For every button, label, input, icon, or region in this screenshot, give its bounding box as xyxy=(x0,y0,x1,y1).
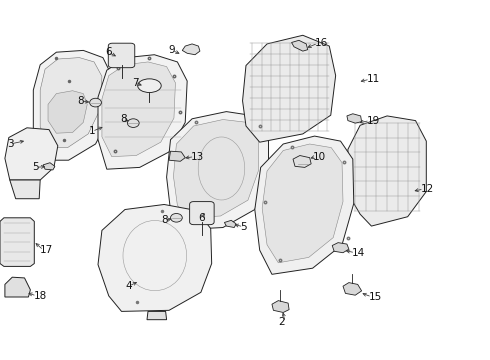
Text: 18: 18 xyxy=(33,291,47,301)
Text: 15: 15 xyxy=(368,292,382,302)
Polygon shape xyxy=(262,144,343,263)
Text: 3: 3 xyxy=(7,139,14,149)
Text: 6: 6 xyxy=(105,47,112,57)
Circle shape xyxy=(171,213,182,222)
Polygon shape xyxy=(182,44,200,55)
Polygon shape xyxy=(255,136,354,274)
Polygon shape xyxy=(10,180,40,199)
Ellipse shape xyxy=(138,79,161,93)
Text: 8: 8 xyxy=(161,215,168,225)
Polygon shape xyxy=(224,220,236,228)
Polygon shape xyxy=(33,50,112,160)
Polygon shape xyxy=(173,120,259,218)
Polygon shape xyxy=(169,151,185,161)
Text: 8: 8 xyxy=(77,96,84,106)
Text: 6: 6 xyxy=(198,213,205,223)
Polygon shape xyxy=(43,163,55,170)
Text: 4: 4 xyxy=(125,281,132,291)
Circle shape xyxy=(90,98,101,107)
Polygon shape xyxy=(293,156,311,167)
FancyBboxPatch shape xyxy=(190,202,214,225)
Polygon shape xyxy=(5,128,58,180)
Polygon shape xyxy=(347,114,362,123)
Polygon shape xyxy=(98,204,212,311)
Text: 1: 1 xyxy=(89,126,96,136)
Text: 19: 19 xyxy=(367,116,380,126)
Polygon shape xyxy=(167,112,269,230)
Text: 5: 5 xyxy=(240,222,247,232)
Polygon shape xyxy=(0,218,34,266)
Text: 16: 16 xyxy=(315,38,328,48)
Polygon shape xyxy=(243,35,336,142)
Polygon shape xyxy=(147,311,167,320)
Text: 5: 5 xyxy=(32,162,39,172)
Polygon shape xyxy=(332,243,349,253)
Text: 11: 11 xyxy=(367,74,380,84)
Polygon shape xyxy=(40,58,102,148)
Polygon shape xyxy=(292,40,308,51)
Polygon shape xyxy=(48,91,87,133)
Text: 14: 14 xyxy=(352,248,365,258)
Text: 2: 2 xyxy=(278,317,285,327)
Polygon shape xyxy=(102,62,175,157)
Text: 13: 13 xyxy=(191,152,204,162)
Polygon shape xyxy=(343,283,362,295)
Polygon shape xyxy=(98,55,187,169)
Text: 8: 8 xyxy=(120,114,126,124)
Polygon shape xyxy=(5,277,30,297)
Polygon shape xyxy=(272,301,289,312)
Text: 7: 7 xyxy=(132,78,139,88)
Circle shape xyxy=(127,119,139,127)
Text: 9: 9 xyxy=(169,45,175,55)
Polygon shape xyxy=(348,116,426,226)
Text: 17: 17 xyxy=(40,245,53,255)
FancyBboxPatch shape xyxy=(108,43,135,68)
Text: 10: 10 xyxy=(313,152,326,162)
Text: 12: 12 xyxy=(420,184,434,194)
